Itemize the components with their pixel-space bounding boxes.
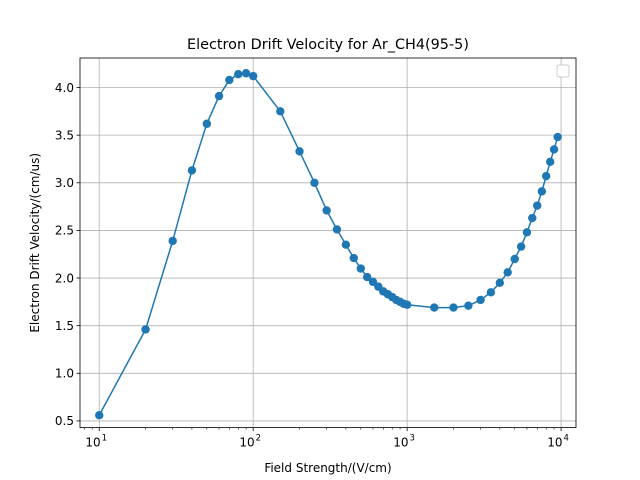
series-line (95, 69, 562, 420)
data-point (95, 411, 104, 420)
data-point (553, 132, 562, 142)
data-point (202, 119, 212, 128)
data-point (362, 272, 372, 282)
data-point (546, 157, 555, 167)
x-tick-exponent: 4 (564, 434, 569, 444)
data-point (402, 300, 412, 309)
data-point (510, 254, 519, 264)
data-point (533, 201, 542, 210)
data-point (276, 107, 285, 116)
grid (80, 58, 576, 428)
data-point (430, 303, 439, 312)
legend-empty-box (556, 64, 570, 78)
y-tick-label: 2.0 (55, 271, 74, 285)
x-tick-exponent: 1 (102, 434, 107, 444)
y-tick-label: 1.5 (55, 319, 74, 333)
data-point (549, 145, 559, 154)
data-point (516, 242, 526, 251)
data-point (341, 240, 351, 249)
data-point (187, 166, 197, 175)
y-tick-label: 1.0 (55, 367, 74, 381)
data-point (476, 295, 485, 305)
data-point (322, 206, 331, 215)
data-point (332, 225, 342, 234)
data-point (310, 178, 319, 187)
data-point (356, 264, 365, 273)
x-axis-label: Field Strength/(V/cm) (264, 461, 391, 475)
data-point (225, 75, 234, 85)
data-point (349, 253, 358, 263)
data-point (241, 69, 251, 78)
data-point (503, 268, 512, 277)
data-point (541, 171, 551, 181)
y-axis-label: Electron Drift Velocity/(cm/us) (28, 153, 42, 333)
data-point (522, 228, 532, 237)
data-point (295, 147, 304, 156)
data-point (495, 278, 505, 288)
y-tick-label: 4.0 (55, 81, 74, 95)
x-tick-exponent: 3 (410, 434, 415, 444)
data-point (214, 91, 224, 101)
data-point (537, 187, 547, 196)
y-tick-label: 0.5 (55, 414, 74, 428)
data-point (528, 213, 537, 223)
x-tick-exponent: 2 (256, 434, 261, 444)
data-point (464, 301, 473, 310)
legend-box (556, 64, 570, 78)
chart-title: Electron Drift Velocity for Ar_CH4(95-5) (187, 37, 469, 53)
data-point (486, 288, 496, 297)
data-point (141, 325, 150, 334)
y-tick-label: 3.5 (55, 128, 74, 142)
data-point (248, 71, 258, 81)
y-tick-label: 2.5 (55, 224, 74, 238)
data-point (449, 303, 458, 312)
plot-frame (79, 57, 577, 429)
data-point (234, 69, 243, 79)
y-tick-label: 3.0 (55, 176, 74, 190)
data-point (168, 236, 177, 246)
